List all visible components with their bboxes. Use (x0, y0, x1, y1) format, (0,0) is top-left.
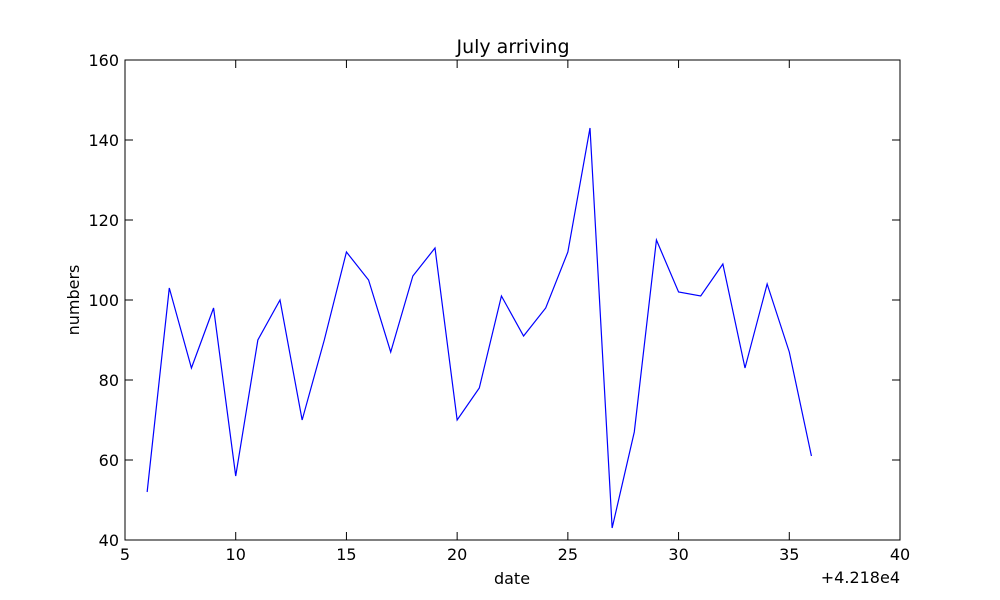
data-point (434, 247, 435, 248)
data-point (656, 239, 657, 240)
x-tick-label: 20 (447, 545, 467, 564)
data-point (457, 419, 458, 420)
y-tick-label: 120 (88, 211, 119, 230)
x-tick-label: 10 (226, 545, 246, 564)
data-point (589, 127, 590, 128)
y-tick-label: 80 (99, 371, 119, 390)
data-point (169, 287, 170, 288)
plot-frame (124, 59, 901, 541)
data-point (257, 339, 258, 340)
data-point (634, 431, 635, 432)
data-point (213, 307, 214, 308)
data-point (501, 295, 502, 296)
data-point (567, 251, 568, 252)
data-point (545, 307, 546, 308)
y-axis-label: numbers (64, 265, 83, 336)
x-tick-label: 30 (668, 545, 688, 564)
x-tick-label: 35 (779, 545, 799, 564)
series-line (146, 127, 813, 529)
data-point (191, 367, 192, 368)
data-point (479, 387, 480, 388)
y-tick-label: 40 (99, 531, 119, 550)
y-tick-label: 140 (88, 131, 119, 150)
plot-area (125, 60, 900, 540)
data-point (722, 263, 723, 264)
data-point (612, 527, 613, 528)
data-point (789, 351, 790, 352)
data-point (368, 279, 369, 280)
data-point (346, 251, 347, 252)
data-point (390, 351, 391, 352)
data-point (235, 475, 236, 476)
data-point (302, 419, 303, 420)
x-tick-label: 25 (558, 545, 578, 564)
data-point (279, 299, 280, 300)
series-layer (146, 127, 813, 529)
data-point (678, 291, 679, 292)
y-tick-label: 100 (88, 291, 119, 310)
chart-title: July arriving (455, 36, 569, 58)
data-point (767, 283, 768, 284)
data-point (523, 335, 524, 336)
x-axis-label: date (494, 569, 530, 588)
x-tick-label: 5 (120, 545, 130, 564)
x-tick-label: 40 (890, 545, 910, 564)
y-tick-label: 160 (88, 51, 119, 70)
y-tick-label: 60 (99, 451, 119, 470)
x-tick-label: 15 (336, 545, 356, 564)
data-point (412, 275, 413, 276)
data-point (700, 295, 701, 296)
data-point (324, 339, 325, 340)
x-axis: 5 10 15 20 25 30 35 40 (120, 60, 910, 564)
data-point (811, 455, 812, 456)
x-offset-label: +4.218e4 (821, 568, 900, 587)
data-point (147, 491, 148, 492)
data-point (744, 367, 745, 368)
